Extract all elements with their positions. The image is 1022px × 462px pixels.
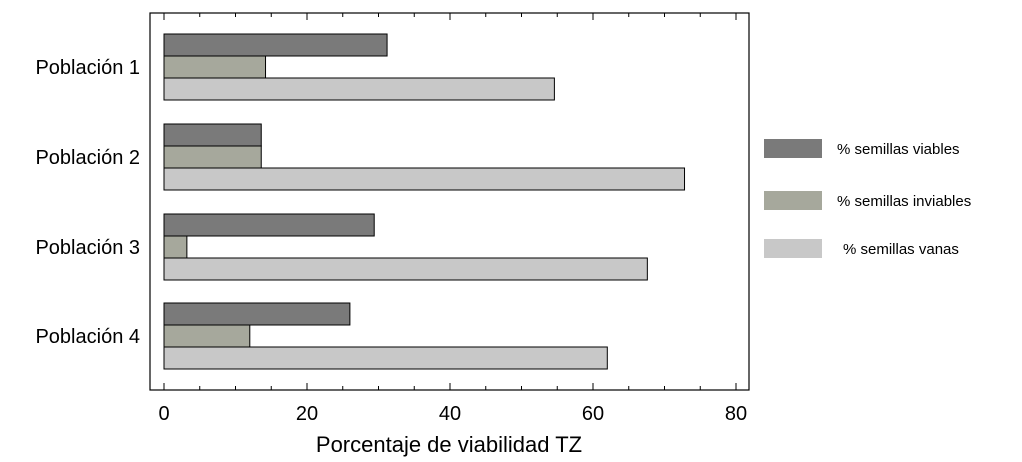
- x-tick-label: 20: [296, 403, 318, 425]
- bar-vanas-3: [163, 257, 648, 281]
- bar-inviables-1: [163, 55, 267, 79]
- bar-viables-1: [163, 33, 388, 57]
- bar-vanas-2: [163, 167, 686, 191]
- x-tick-label: 40: [439, 403, 461, 425]
- plot-area: [149, 12, 750, 391]
- bar-vanas-4: [163, 346, 608, 370]
- legend-label: % semillas viables: [837, 141, 960, 158]
- x-axis-label: Porcentaje de viabilidad TZ: [316, 432, 582, 457]
- bar-inviables-4: [163, 324, 251, 348]
- category-label: Población 4: [35, 326, 140, 348]
- legend-label: % semillas inviables: [837, 193, 971, 210]
- bar-inviables-2: [163, 145, 262, 169]
- x-axis-ticks: 0 20 40 60 80: [158, 403, 747, 425]
- bar-viables-2: [163, 123, 262, 147]
- category-label: Población 2: [35, 147, 140, 169]
- legend-label: % semillas vanas: [843, 241, 959, 258]
- x-tick-label: 80: [725, 403, 747, 425]
- bar-viables-3: [163, 213, 375, 237]
- x-tick-label: 60: [582, 403, 604, 425]
- bars-group: [163, 33, 686, 370]
- category-label: Población 1: [35, 57, 140, 79]
- legend-swatch: [764, 139, 822, 158]
- bar-inviables-3: [163, 235, 188, 259]
- legend-swatch: [764, 191, 822, 210]
- category-labels: Población 1 Población 2 Población 3 Poblaci…: [35, 57, 140, 348]
- x-tick-label: 0: [158, 403, 169, 425]
- category-label: Población 3: [35, 237, 140, 259]
- bar-viables-4: [163, 302, 351, 326]
- legend: % semillas viables % semillas inviables % …: [764, 139, 971, 258]
- legend-swatch: [764, 239, 822, 258]
- bar-vanas-1: [163, 77, 555, 101]
